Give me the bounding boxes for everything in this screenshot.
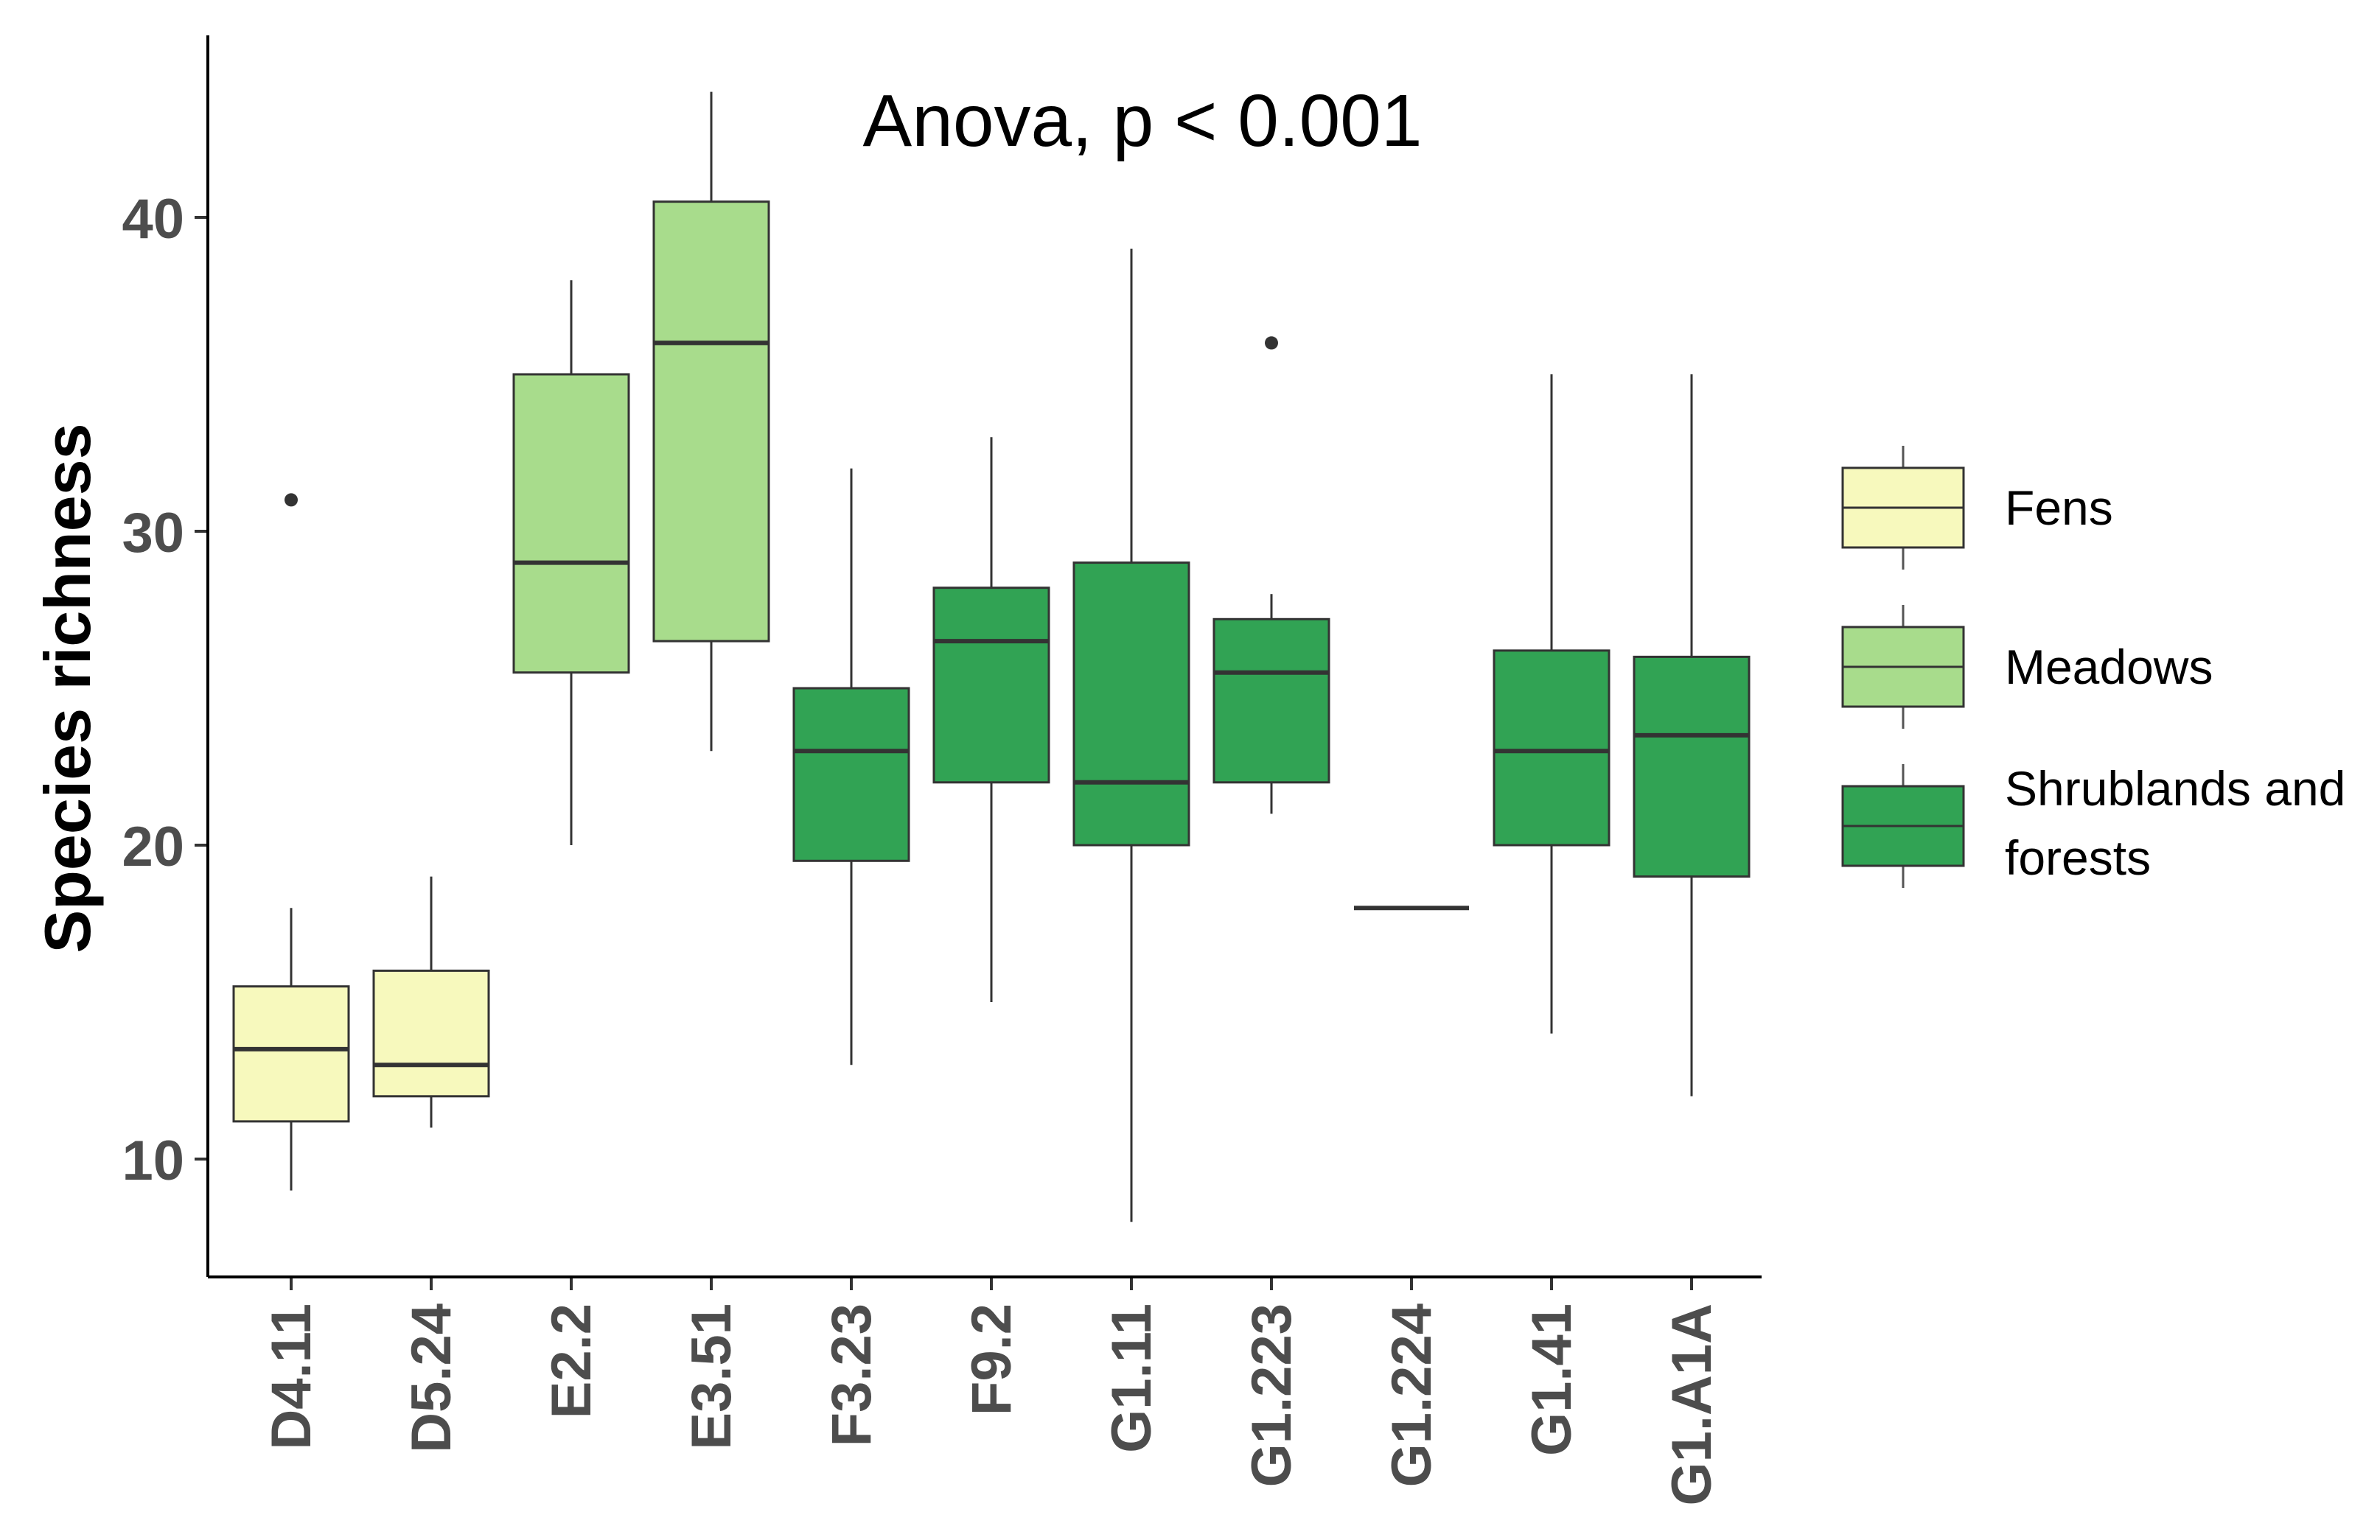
iqr-box: [232, 985, 350, 1123]
legend-label: Meadows: [2005, 640, 2213, 694]
box-G1.223: [1212, 336, 1330, 814]
legend-item-2: Meadows: [1841, 605, 2213, 729]
box-D4.11: [232, 493, 350, 1191]
legend-item-3: Shrublands and forests: [1841, 761, 2345, 888]
iqr-box: [932, 587, 1050, 784]
y-tick-label-30: 30: [122, 502, 184, 564]
box-F3.23: [792, 468, 910, 1065]
iqr-box: [1212, 617, 1330, 784]
box-G1.41: [1493, 374, 1610, 1034]
outlier-point: [1265, 336, 1278, 350]
legend-label: Shrublands and: [2005, 761, 2345, 816]
y-tick-label-20: 20: [122, 816, 184, 878]
legend-item-1: Fens: [1841, 446, 2113, 570]
x-tick-label-F9.2: F9.2: [960, 1303, 1023, 1415]
legend-label: Fens: [2005, 480, 2113, 535]
x-tick-label-D4.11: D4.11: [260, 1303, 323, 1450]
x-tick-label-E3.51: E3.51: [680, 1303, 743, 1450]
y-tick-label-40: 40: [122, 188, 184, 251]
box-D5.24: [372, 876, 490, 1128]
plot-area: 10 20 30 40 D4.11 D5.24 E2.2 E3.51 F3.23 F9.2 G1.1…: [122, 91, 1751, 1506]
iqr-box: [652, 200, 770, 643]
legend: Fens Meadows Shrublands and forests: [1841, 446, 2345, 888]
box-G1.A1A: [1633, 374, 1751, 1096]
box-E3.51: [652, 91, 770, 752]
iqr-box: [1633, 655, 1751, 878]
box-E2.2: [512, 280, 630, 845]
iqr-box: [1072, 561, 1190, 847]
x-tick-label-G1.A1A: G1.A1A: [1661, 1303, 1723, 1506]
x-tick-label-G1.223: G1.223: [1240, 1303, 1303, 1487]
outlier-point: [285, 493, 298, 507]
x-tick-label-G1.224: G1.224: [1381, 1303, 1443, 1487]
y-axis-title: Species richness: [31, 423, 104, 953]
iqr-box: [792, 687, 910, 862]
x-tick-label-D5.24: D5.24: [400, 1303, 463, 1453]
box-F9.2: [932, 437, 1050, 1002]
box-G1.11: [1072, 248, 1190, 1222]
x-tick-label-G1.41: G1.41: [1521, 1303, 1583, 1456]
axes: [206, 35, 1762, 1278]
y-tick-label-10: 10: [122, 1130, 184, 1192]
legend-label-line2: forests: [2005, 830, 2151, 885]
anova-annotation: Anova, p < 0.001: [863, 80, 1423, 162]
iqr-box: [1493, 649, 1610, 847]
x-tick-label-G1.11: G1.11: [1100, 1303, 1163, 1453]
iqr-box: [372, 969, 490, 1098]
x-tick-label-E2.2: E2.2: [540, 1303, 603, 1418]
iqr-box: [512, 373, 630, 674]
x-tick-label-F3.23: F3.23: [820, 1303, 883, 1446]
